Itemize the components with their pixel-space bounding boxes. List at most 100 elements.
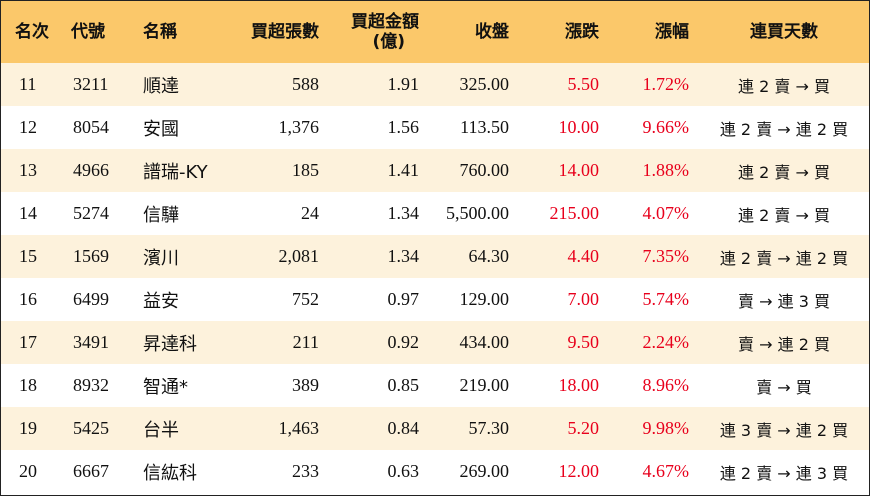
header-code: 代號 bbox=[63, 1, 131, 63]
net-buy-lots-cell: 752 bbox=[231, 278, 329, 321]
table-row: 12 8054 安國 1,376 1.56 113.50 10.00 9.66% 連 2 賣 →… bbox=[1, 106, 869, 149]
change-pct-cell: 4.07% bbox=[609, 192, 699, 235]
code-cell: 3491 bbox=[63, 321, 131, 364]
table-row: 15 1569 濱川 2,081 1.34 64.30 4.40 7.35% 連 2 賣 → 連… bbox=[1, 235, 869, 278]
stock-name-cell: 智通* bbox=[131, 364, 231, 407]
header-net-buy-amount-line2: (億) bbox=[372, 32, 405, 52]
net-buy-lots-cell: 389 bbox=[231, 364, 329, 407]
change-cell: 14.00 bbox=[519, 149, 609, 192]
header-change: 漲跌 bbox=[519, 1, 609, 63]
close-price-cell: 113.50 bbox=[429, 106, 519, 149]
header-streak: 連買天數 bbox=[699, 1, 869, 63]
streak-cell: 連 2 賣 → 買 bbox=[699, 63, 869, 106]
net-buy-amount-cell: 0.97 bbox=[329, 278, 429, 321]
header-close: 收盤 bbox=[429, 1, 519, 63]
change-pct-cell: 1.72% bbox=[609, 63, 699, 106]
net-buy-lots-cell: 233 bbox=[231, 450, 329, 493]
rank-cell: 17 bbox=[1, 321, 63, 364]
streak-cell: 賣 → 連 3 買 bbox=[699, 278, 869, 321]
net-buy-amount-cell: 0.63 bbox=[329, 450, 429, 493]
net-buy-lots-cell: 1,463 bbox=[231, 407, 329, 450]
rank-cell: 12 bbox=[1, 106, 63, 149]
rank-cell: 15 bbox=[1, 235, 63, 278]
close-price-cell: 219.00 bbox=[429, 364, 519, 407]
net-buy-amount-cell: 0.85 bbox=[329, 364, 429, 407]
stock-name-cell: 安國 bbox=[131, 106, 231, 149]
table-row: 20 6667 信紘科 233 0.63 269.00 12.00 4.67% 連 2 賣 → … bbox=[1, 450, 869, 493]
net-buy-amount-cell: 1.34 bbox=[329, 192, 429, 235]
code-cell: 1569 bbox=[63, 235, 131, 278]
streak-cell: 連 2 賣 → 連 3 買 bbox=[699, 450, 869, 493]
close-price-cell: 57.30 bbox=[429, 407, 519, 450]
streak-cell: 連 3 賣 → 連 2 買 bbox=[699, 407, 869, 450]
rank-cell: 11 bbox=[1, 63, 63, 106]
net-buy-lots-cell: 185 bbox=[231, 149, 329, 192]
change-pct-cell: 7.35% bbox=[609, 235, 699, 278]
stock-name-cell: 信紘科 bbox=[131, 450, 231, 493]
net-buy-lots-cell: 588 bbox=[231, 63, 329, 106]
table-row: 11 3211 順達 588 1.91 325.00 5.50 1.72% 連 2 賣 → 買 bbox=[1, 63, 869, 106]
net-buy-amount-cell: 0.92 bbox=[329, 321, 429, 364]
table-row: 16 6499 益安 752 0.97 129.00 7.00 5.74% 賣 → 連 3 買 bbox=[1, 278, 869, 321]
close-price-cell: 64.30 bbox=[429, 235, 519, 278]
change-cell: 4.40 bbox=[519, 235, 609, 278]
change-pct-cell: 2.24% bbox=[609, 321, 699, 364]
code-cell: 5425 bbox=[63, 407, 131, 450]
net-buy-lots-cell: 211 bbox=[231, 321, 329, 364]
header-name: 名稱 bbox=[131, 1, 231, 63]
streak-cell: 賣 → 買 bbox=[699, 364, 869, 407]
table-row: 13 4966 譜瑞-KY 185 1.41 760.00 14.00 1.88% 連 2 賣 … bbox=[1, 149, 869, 192]
change-cell: 10.00 bbox=[519, 106, 609, 149]
table-row: 18 8932 智通* 389 0.85 219.00 18.00 8.96% 賣 → 買 bbox=[1, 364, 869, 407]
close-price-cell: 434.00 bbox=[429, 321, 519, 364]
change-cell: 7.00 bbox=[519, 278, 609, 321]
stock-name-cell: 譜瑞-KY bbox=[131, 149, 231, 192]
net-buy-amount-cell: 1.91 bbox=[329, 63, 429, 106]
code-cell: 8932 bbox=[63, 364, 131, 407]
code-cell: 6667 bbox=[63, 450, 131, 493]
change-pct-cell: 9.98% bbox=[609, 407, 699, 450]
code-cell: 6499 bbox=[63, 278, 131, 321]
table-row: 19 5425 台半 1,463 0.84 57.30 5.20 9.98% 連 3 賣 → 連… bbox=[1, 407, 869, 450]
table-header-row: 名次 代號 名稱 買超張數 買超金額 (億) 收盤 漲跌 漲幅 連買天數 bbox=[1, 1, 869, 63]
rank-cell: 14 bbox=[1, 192, 63, 235]
streak-cell: 連 2 賣 → 連 2 買 bbox=[699, 235, 869, 278]
header-net-buy-amount-line1: 買超金額 bbox=[351, 12, 419, 32]
streak-cell: 連 2 賣 → 買 bbox=[699, 192, 869, 235]
rank-cell: 20 bbox=[1, 450, 63, 493]
change-pct-cell: 1.88% bbox=[609, 149, 699, 192]
net-buy-amount-cell: 1.41 bbox=[329, 149, 429, 192]
change-pct-cell: 4.67% bbox=[609, 450, 699, 493]
stock-name-cell: 昇達科 bbox=[131, 321, 231, 364]
table-row: 14 5274 信驊 24 1.34 5,500.00 215.00 4.07% 連 2 賣 →… bbox=[1, 192, 869, 235]
rank-cell: 18 bbox=[1, 364, 63, 407]
table-row: 17 3491 昇達科 211 0.92 434.00 9.50 2.24% 賣 → 連 2 買 bbox=[1, 321, 869, 364]
rank-cell: 16 bbox=[1, 278, 63, 321]
rank-cell: 19 bbox=[1, 407, 63, 450]
code-cell: 4966 bbox=[63, 149, 131, 192]
change-cell: 215.00 bbox=[519, 192, 609, 235]
stock-name-cell: 台半 bbox=[131, 407, 231, 450]
header-net-buy-lots: 買超張數 bbox=[231, 1, 329, 63]
rank-cell: 13 bbox=[1, 149, 63, 192]
streak-cell: 連 2 賣 → 買 bbox=[699, 149, 869, 192]
change-pct-cell: 8.96% bbox=[609, 364, 699, 407]
net-buy-lots-cell: 1,376 bbox=[231, 106, 329, 149]
change-cell: 5.20 bbox=[519, 407, 609, 450]
net-buy-lots-cell: 24 bbox=[231, 192, 329, 235]
streak-cell: 連 2 賣 → 連 2 買 bbox=[699, 106, 869, 149]
header-net-buy-amount: 買超金額 (億) bbox=[329, 1, 429, 63]
stock-name-cell: 益安 bbox=[131, 278, 231, 321]
net-buy-amount-cell: 0.84 bbox=[329, 407, 429, 450]
code-cell: 8054 bbox=[63, 106, 131, 149]
change-pct-cell: 9.66% bbox=[609, 106, 699, 149]
close-price-cell: 760.00 bbox=[429, 149, 519, 192]
net-buy-lots-cell: 2,081 bbox=[231, 235, 329, 278]
stock-name-cell: 濱川 bbox=[131, 235, 231, 278]
close-price-cell: 325.00 bbox=[429, 63, 519, 106]
header-rank: 名次 bbox=[1, 1, 63, 63]
net-buy-amount-cell: 1.56 bbox=[329, 106, 429, 149]
streak-cell: 賣 → 連 2 買 bbox=[699, 321, 869, 364]
